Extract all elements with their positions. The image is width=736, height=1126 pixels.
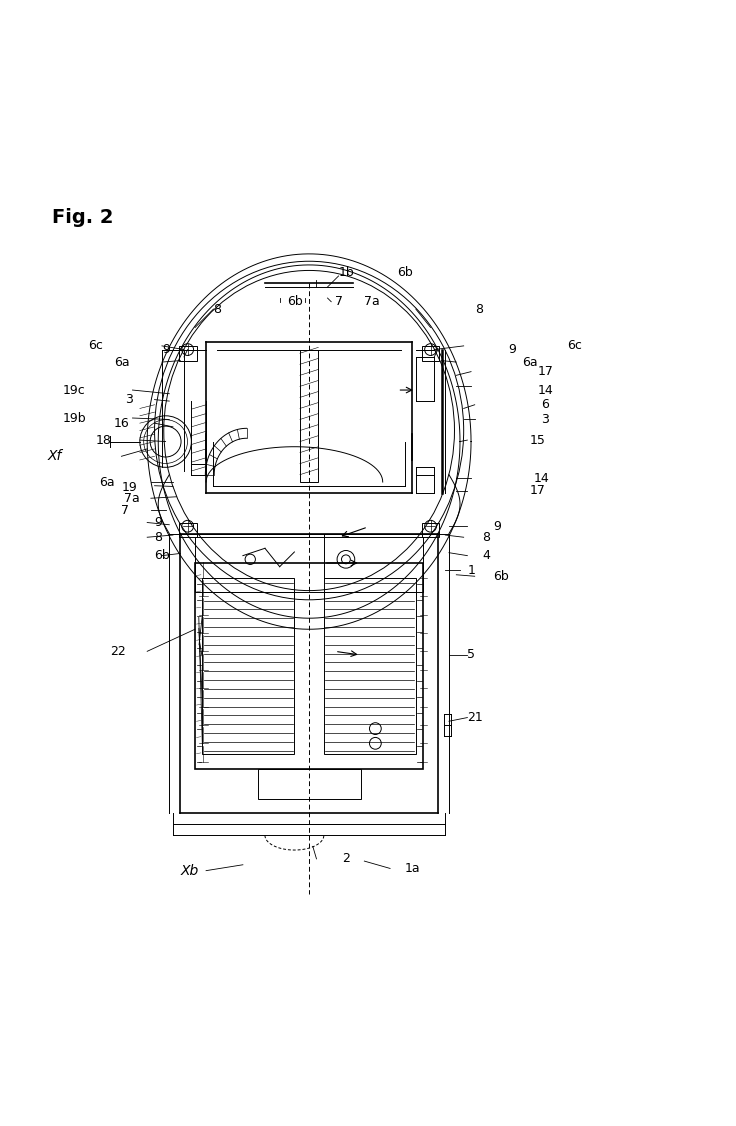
Text: 3: 3 xyxy=(541,413,549,426)
Text: 6b: 6b xyxy=(397,266,413,279)
Bar xyxy=(179,346,197,360)
Text: 21: 21 xyxy=(467,711,483,724)
Text: 1a: 1a xyxy=(405,861,420,875)
Bar xyxy=(422,346,439,360)
Bar xyxy=(422,522,439,537)
Text: 9: 9 xyxy=(155,516,163,529)
Text: 6c: 6c xyxy=(567,339,581,352)
Text: 5: 5 xyxy=(467,649,475,661)
Text: Fig. 2: Fig. 2 xyxy=(52,207,113,226)
Text: 9: 9 xyxy=(162,343,170,356)
Text: 14: 14 xyxy=(537,384,553,396)
Text: 8: 8 xyxy=(213,303,222,315)
Text: 8: 8 xyxy=(475,303,483,315)
Text: 3: 3 xyxy=(125,393,133,406)
Text: 7: 7 xyxy=(335,295,343,309)
Text: 6a: 6a xyxy=(99,475,115,489)
Text: 15: 15 xyxy=(530,434,546,447)
Text: 1: 1 xyxy=(467,564,475,577)
Text: 4: 4 xyxy=(482,549,490,562)
Text: 18: 18 xyxy=(96,434,112,447)
Text: 6b: 6b xyxy=(287,295,302,309)
Text: Xf: Xf xyxy=(48,449,63,463)
Text: 1b: 1b xyxy=(339,266,354,279)
Text: 2: 2 xyxy=(342,852,350,866)
Text: 14: 14 xyxy=(534,472,549,485)
Bar xyxy=(324,578,416,754)
Bar xyxy=(179,522,197,537)
Bar xyxy=(202,578,294,754)
Text: 6a: 6a xyxy=(523,356,538,368)
Bar xyxy=(300,349,318,482)
Text: 9: 9 xyxy=(508,343,516,356)
Text: 6a: 6a xyxy=(114,356,130,368)
Text: 7a: 7a xyxy=(124,492,139,506)
Text: 19c: 19c xyxy=(63,384,85,396)
Text: 7a: 7a xyxy=(364,295,380,309)
Bar xyxy=(195,537,423,592)
Text: 19: 19 xyxy=(121,482,137,494)
Text: 16: 16 xyxy=(114,417,130,430)
Text: 6b: 6b xyxy=(155,549,170,562)
Text: 6c: 6c xyxy=(88,339,103,352)
Text: 8: 8 xyxy=(155,530,163,544)
Text: 7: 7 xyxy=(121,503,130,517)
Text: 6: 6 xyxy=(541,399,549,411)
Text: 6b: 6b xyxy=(493,570,509,583)
Text: 22: 22 xyxy=(110,645,126,658)
Bar xyxy=(195,563,423,769)
Text: 8: 8 xyxy=(482,530,490,544)
Text: 19b: 19b xyxy=(63,411,86,425)
Text: Xb: Xb xyxy=(180,864,199,877)
Text: 17: 17 xyxy=(530,484,546,498)
Bar xyxy=(258,769,361,798)
Text: 17: 17 xyxy=(537,365,553,378)
Text: 9: 9 xyxy=(493,520,501,533)
